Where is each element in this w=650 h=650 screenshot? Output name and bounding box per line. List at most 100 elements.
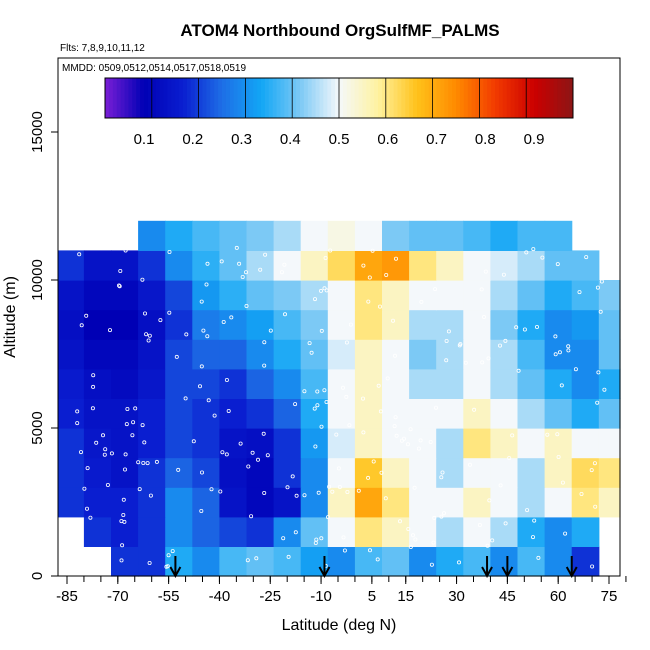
heatmap-cell (409, 368, 437, 399)
sample-point (366, 475, 371, 480)
heatmap-cell (571, 546, 600, 577)
colorbar-segment (280, 78, 285, 118)
heatmap-cell (463, 280, 491, 311)
colorbar-segment (483, 78, 488, 118)
heatmap-cell (598, 368, 621, 399)
heatmap-cell (463, 428, 491, 459)
sample-point (595, 400, 600, 405)
sample-point (367, 548, 372, 553)
heatmap-cell (58, 398, 85, 429)
sample-point (516, 368, 521, 373)
heatmap-cell (273, 368, 302, 399)
heatmap-cell (571, 398, 600, 429)
sample-point (584, 255, 589, 260)
heatmap-cell (327, 487, 356, 518)
sample-point (165, 564, 170, 569)
heatmap-cell (544, 516, 573, 547)
x-tick-label: 15 (397, 588, 414, 605)
sample-point (204, 282, 209, 287)
heatmap-cell (138, 220, 166, 251)
sample-point (429, 562, 434, 567)
heatmap-cell (111, 546, 139, 577)
sample-point (431, 540, 436, 545)
heatmap-cell (544, 487, 573, 518)
heatmap-cell (83, 487, 112, 518)
sample-point (439, 514, 444, 519)
heatmap-cell (246, 280, 275, 311)
sample-point (224, 377, 229, 382)
colorbar-segment (140, 78, 145, 118)
sample-points-layer (75, 245, 607, 569)
heatmap-cell (273, 516, 302, 547)
colorbar-segment (463, 78, 469, 118)
heatmap-cell (58, 368, 85, 399)
colorbar-segment (171, 78, 176, 118)
sample-point (302, 389, 307, 394)
sample-point (560, 480, 565, 485)
heatmap-cell (300, 457, 329, 488)
colorbar-segment (526, 78, 531, 118)
sample-point (324, 399, 329, 404)
heatmap-cell (273, 546, 302, 577)
sample-point (91, 373, 96, 378)
sample-point (199, 470, 204, 475)
heatmap-cell (409, 398, 437, 429)
sample-point (472, 407, 477, 412)
sample-point (342, 548, 347, 553)
heatmap-cell (382, 280, 410, 311)
heatmap-cell (436, 457, 464, 488)
heatmap-cell (463, 220, 491, 251)
heatmap-cell (219, 309, 248, 340)
sample-point (376, 383, 381, 388)
heatmap-cell (354, 368, 383, 399)
heatmap-cell (219, 516, 248, 547)
sample-point (245, 558, 250, 563)
colorbar-segment (175, 78, 180, 118)
colorbar-segment (261, 78, 266, 118)
sample-point (123, 248, 128, 253)
heatmap-cell (382, 487, 410, 518)
sample-point (579, 491, 584, 496)
colorbar-segment (339, 78, 344, 118)
sample-point (522, 327, 527, 332)
heatmap-cell (382, 309, 410, 340)
heatmap-cell (219, 546, 248, 577)
colorbar-segment (210, 78, 215, 118)
heatmap-cell (571, 457, 600, 488)
sample-point (401, 436, 406, 441)
sample-point (121, 513, 126, 518)
sample-point (361, 430, 366, 435)
heatmap-cell (571, 309, 600, 340)
sample-point (503, 521, 508, 526)
heatmap-cell (219, 487, 248, 518)
colorbar-segment (428, 78, 434, 118)
sample-point (258, 267, 263, 272)
sample-point (293, 402, 298, 407)
sample-point (593, 504, 598, 509)
sample-point (117, 284, 122, 289)
colorbar-segment (311, 78, 317, 118)
sample-point (545, 432, 550, 437)
colorbar-segment (179, 78, 184, 118)
colorbar-tick-label: 0.7 (426, 131, 447, 148)
profile-arrows-layer (169, 556, 578, 579)
sample-point (240, 274, 245, 279)
heatmap-cell (490, 309, 519, 340)
y-axis-label: Altitude (m) (2, 276, 19, 358)
sample-point (598, 309, 603, 314)
sample-point (440, 470, 445, 475)
heatmap-cell (138, 339, 166, 370)
colorbar-segment (370, 78, 375, 118)
sample-point (119, 519, 124, 524)
heatmap-cell (138, 516, 166, 547)
colorbar-segment (128, 78, 133, 118)
colorbar-segment (284, 78, 289, 118)
heatmap-cell (517, 428, 546, 459)
heatmap-cell (409, 280, 437, 311)
sample-point (285, 485, 290, 490)
sample-point (481, 314, 486, 319)
sample-point (412, 485, 417, 490)
colorbar-segment (241, 78, 246, 118)
sample-point (88, 515, 93, 520)
heatmap-cell (598, 309, 621, 340)
